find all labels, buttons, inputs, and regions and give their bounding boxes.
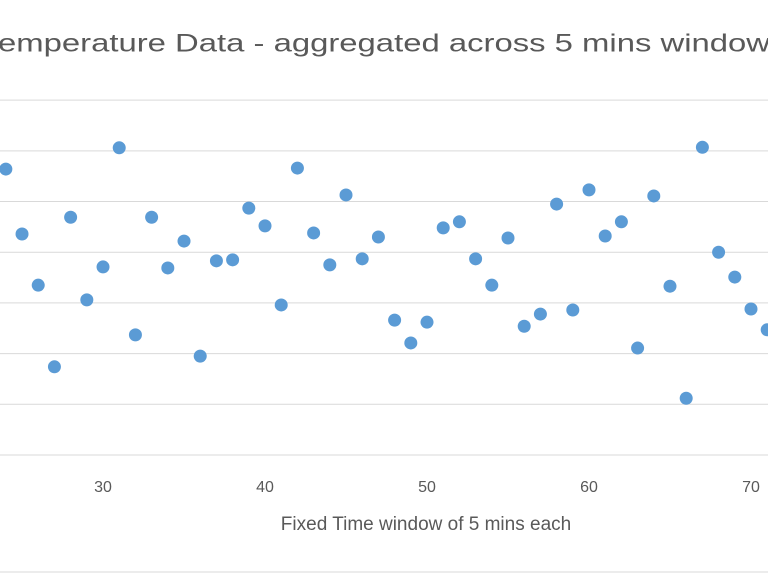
x-tick-label: 30 [94, 479, 112, 496]
x-axis-title: Fixed Time window of 5 mins each [281, 514, 571, 535]
data-point [47, 360, 61, 374]
data-point [145, 210, 159, 224]
data-point [501, 231, 515, 245]
data-point [388, 313, 402, 327]
data-point [274, 298, 288, 312]
data-point [695, 140, 709, 154]
data-point [582, 183, 596, 197]
x-tick-label: 70 [742, 479, 760, 496]
data-point [614, 215, 628, 229]
data-point [64, 210, 78, 224]
data-point [744, 302, 758, 316]
data-point [712, 245, 726, 259]
data-point [15, 227, 29, 241]
data-point [452, 215, 466, 229]
data-point [631, 341, 645, 355]
chart-title: emperature Data - aggregated across 5 mi… [0, 30, 768, 58]
data-point [339, 188, 353, 202]
data-point [323, 258, 337, 272]
data-point [80, 293, 94, 307]
data-point [485, 278, 499, 292]
data-point [533, 307, 547, 321]
data-point [258, 219, 272, 233]
data-point [371, 230, 385, 244]
data-point [420, 315, 434, 329]
data-point [290, 161, 304, 175]
data-point [128, 328, 142, 342]
data-point [242, 201, 256, 215]
data-point [226, 253, 240, 267]
data-point [307, 226, 321, 240]
data-point [209, 254, 223, 268]
data-point [404, 336, 418, 350]
data-point [177, 234, 191, 248]
data-point [193, 349, 207, 363]
data-point [0, 162, 13, 176]
data-point [760, 323, 768, 337]
x-tick-label: 40 [256, 479, 274, 496]
data-point [728, 270, 742, 284]
data-point [436, 221, 450, 235]
data-point [663, 279, 677, 293]
data-point [96, 260, 110, 274]
data-point [598, 229, 612, 243]
x-tick-label: 50 [418, 479, 436, 496]
data-point [647, 189, 661, 203]
data-point [566, 303, 580, 317]
data-point [517, 319, 531, 333]
x-tick-label: 60 [580, 479, 598, 496]
data-point [550, 197, 564, 211]
data-point [112, 141, 126, 155]
data-point [679, 391, 693, 405]
data-point [161, 261, 175, 275]
data-point [469, 252, 483, 266]
data-point [31, 278, 45, 292]
data-point [355, 252, 369, 266]
